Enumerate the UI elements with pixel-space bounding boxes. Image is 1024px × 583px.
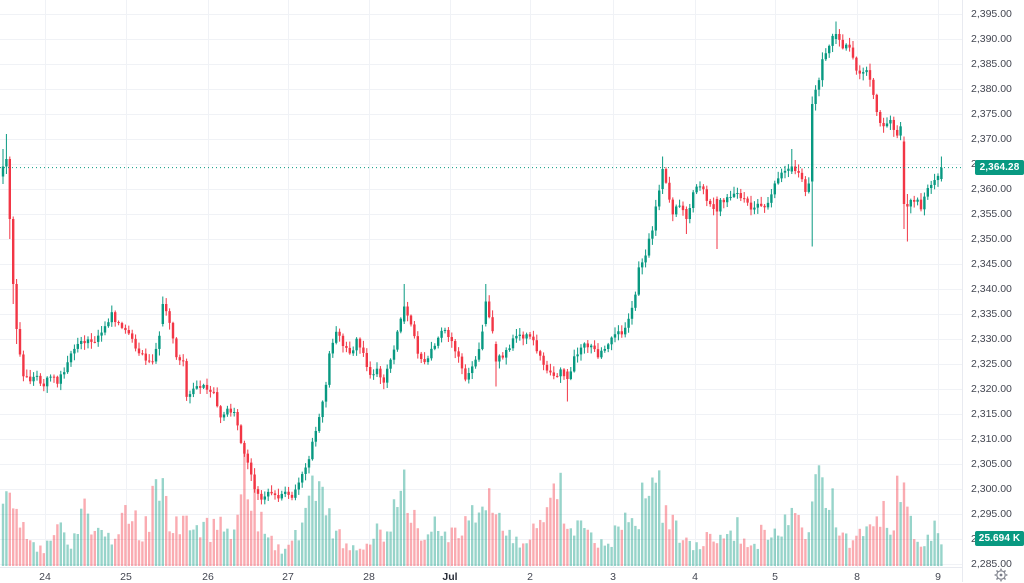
time-axis-label: 5 <box>772 571 778 583</box>
time-axis-label: 9 <box>935 571 941 583</box>
time-axis[interactable]: 24 25 26 27 28 Jul 2 3 4 5 8 9 <box>0 567 962 583</box>
price-axis-label: 2,310.00 <box>971 432 1012 445</box>
gear-icon[interactable] <box>994 568 1008 582</box>
time-axis-label: Jul <box>442 571 458 583</box>
price-axis-label: 2,315.00 <box>971 407 1012 420</box>
time-axis-label: 2 <box>527 571 533 583</box>
price-axis-label: 2,390.00 <box>971 32 1012 45</box>
price-axis-label: 2,345.00 <box>971 257 1012 270</box>
time-axis-label: 27 <box>282 571 294 583</box>
price-axis-label: 2,335.00 <box>971 307 1012 320</box>
price-axis-label: 2,340.00 <box>971 282 1012 295</box>
time-axis-label: 24 <box>39 571 51 583</box>
price-axis-label: 2,380.00 <box>971 82 1012 95</box>
time-axis-label: 8 <box>854 571 860 583</box>
volume-badge: 25.694 K <box>975 531 1024 546</box>
time-axis-label: 3 <box>610 571 616 583</box>
price-axis-label: 2,295.00 <box>971 507 1012 520</box>
price-axis-label: 2,330.00 <box>971 332 1012 345</box>
price-axis-label: 2,395.00 <box>971 7 1012 20</box>
price-axis-label: 2,350.00 <box>971 232 1012 245</box>
price-axis-label: 2,305.00 <box>971 457 1012 470</box>
price-axis-label: 2,325.00 <box>971 357 1012 370</box>
time-axis-label: 28 <box>363 571 375 583</box>
price-axis-label: 2,300.00 <box>971 482 1012 495</box>
price-axis-label: 2,285.00 <box>971 557 1012 570</box>
candlestick-chart-pane[interactable] <box>0 0 962 567</box>
price-axis-label: 2,370.00 <box>971 132 1012 145</box>
time-axis-label: 25 <box>120 571 132 583</box>
price-axis-label: 2,355.00 <box>971 207 1012 220</box>
price-axis[interactable]: 2,285.002,290.002,295.002,300.002,305.00… <box>962 0 1024 582</box>
last-price-badge: 2,364.28 <box>975 160 1024 176</box>
time-axis-label: 26 <box>202 571 214 583</box>
price-axis-label: 2,375.00 <box>971 107 1012 120</box>
time-axis-label: 4 <box>692 571 698 583</box>
price-axis-label: 2,320.00 <box>971 382 1012 395</box>
candlestick-chart[interactable] <box>0 0 962 567</box>
price-axis-label: 2,385.00 <box>971 57 1012 70</box>
price-axis-label: 2,360.00 <box>971 182 1012 195</box>
